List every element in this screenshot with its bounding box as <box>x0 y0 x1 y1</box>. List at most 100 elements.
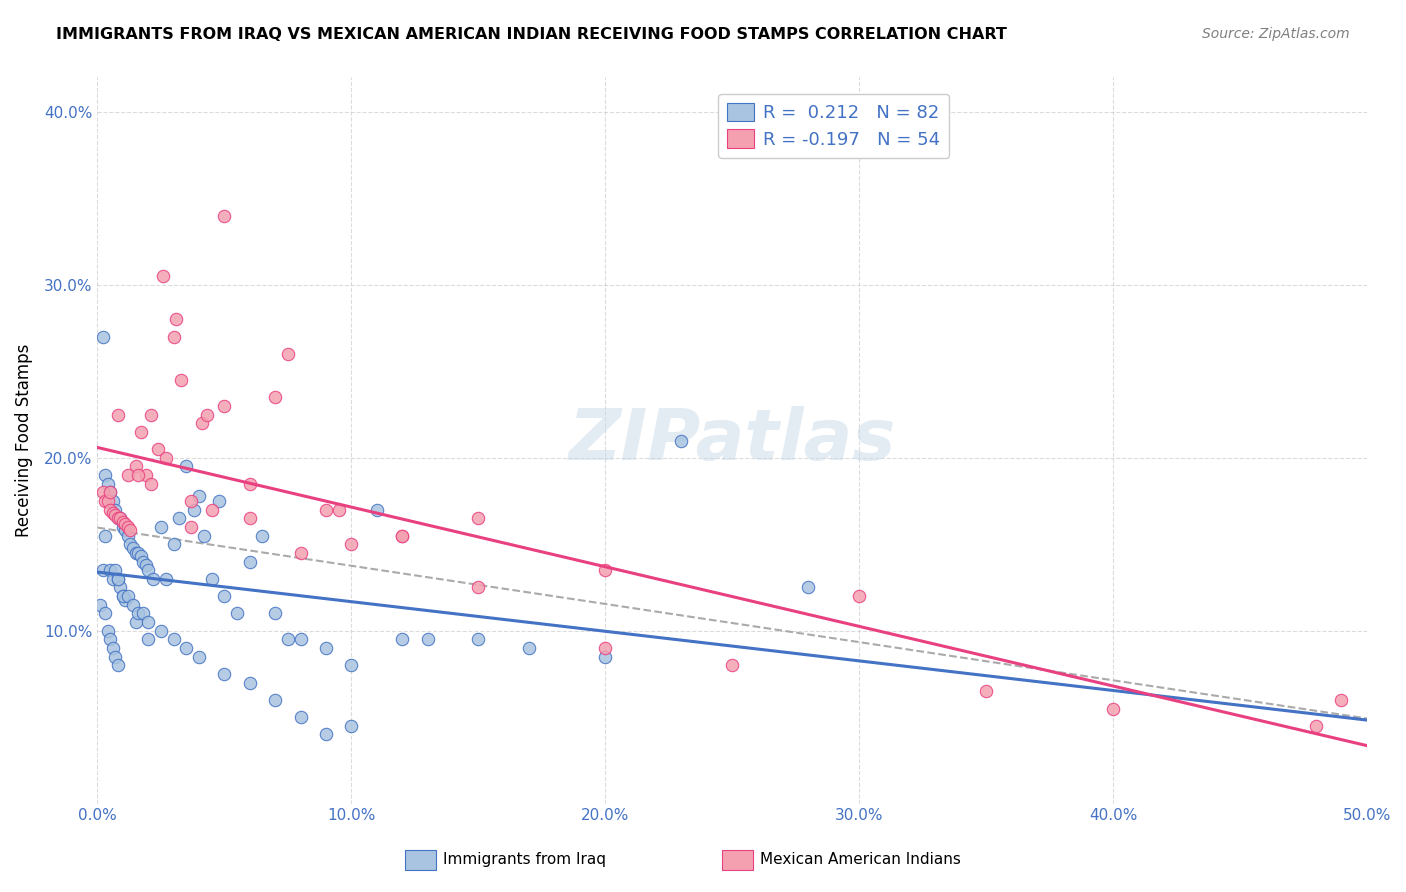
Point <box>97 476 120 491</box>
Point <box>110 511 132 525</box>
Text: Immigrants from Iraq: Immigrants from Iraq <box>443 853 606 867</box>
Point <box>416 632 439 647</box>
Point <box>467 632 489 647</box>
Point <box>91 485 114 500</box>
Point <box>142 572 165 586</box>
Point <box>98 563 121 577</box>
Point <box>593 640 616 655</box>
Point <box>797 581 820 595</box>
Point <box>107 658 129 673</box>
Point <box>974 684 997 698</box>
Point <box>111 520 134 534</box>
Point <box>671 434 693 448</box>
Point <box>239 476 262 491</box>
Point <box>101 506 124 520</box>
Point <box>190 416 212 430</box>
Point <box>136 563 159 577</box>
Point <box>89 598 111 612</box>
Point <box>124 546 146 560</box>
Point <box>107 572 129 586</box>
Point <box>391 528 413 542</box>
Point <box>135 558 157 572</box>
Point <box>264 607 287 621</box>
Point <box>114 592 136 607</box>
Point <box>391 632 413 647</box>
Point <box>114 516 136 531</box>
Y-axis label: Receiving Food Stamps: Receiving Food Stamps <box>15 343 32 537</box>
Point <box>91 330 114 344</box>
Point <box>122 541 145 555</box>
Point <box>155 450 177 465</box>
Point <box>593 563 616 577</box>
Point <box>94 607 117 621</box>
Point <box>149 624 172 638</box>
Point <box>124 615 146 629</box>
Point <box>136 615 159 629</box>
Point <box>277 347 299 361</box>
Point <box>201 572 224 586</box>
Point <box>214 589 236 603</box>
Point <box>107 572 129 586</box>
Point <box>117 520 139 534</box>
Point <box>1305 719 1327 733</box>
Point <box>120 537 142 551</box>
Point <box>104 502 127 516</box>
Point <box>91 563 114 577</box>
Point <box>155 572 177 586</box>
Point <box>114 524 136 538</box>
Point <box>111 515 134 529</box>
Point <box>94 528 117 542</box>
Point <box>139 476 162 491</box>
Point <box>201 502 224 516</box>
Point <box>340 658 363 673</box>
Point <box>366 502 388 516</box>
Point <box>193 528 215 542</box>
Point <box>848 589 870 603</box>
Point <box>139 408 162 422</box>
Point <box>127 468 149 483</box>
Point <box>391 528 413 542</box>
Point <box>517 640 540 655</box>
Point <box>107 408 129 422</box>
Point <box>183 502 205 516</box>
Point <box>98 632 121 647</box>
Point <box>340 537 363 551</box>
Point <box>1330 693 1353 707</box>
Point <box>122 598 145 612</box>
Point <box>120 524 142 538</box>
Point <box>208 494 231 508</box>
Point <box>264 390 287 404</box>
Point <box>176 640 198 655</box>
Point <box>176 459 198 474</box>
Point <box>107 511 129 525</box>
Legend: R =  0.212   N = 82, R = -0.197   N = 54: R = 0.212 N = 82, R = -0.197 N = 54 <box>718 94 949 158</box>
Point <box>290 632 312 647</box>
Point <box>195 408 218 422</box>
Point <box>214 399 236 413</box>
Point <box>162 632 184 647</box>
Point <box>101 572 124 586</box>
Point <box>111 589 134 603</box>
Point <box>467 581 489 595</box>
Point <box>290 546 312 560</box>
Point <box>467 511 489 525</box>
Point <box>239 675 262 690</box>
Point <box>129 425 152 439</box>
Point <box>117 589 139 603</box>
Point <box>135 468 157 483</box>
Point <box>188 649 211 664</box>
Point <box>148 442 170 457</box>
Point <box>180 494 202 508</box>
Point <box>214 209 236 223</box>
Point <box>94 494 117 508</box>
Point <box>107 511 129 525</box>
Point <box>117 468 139 483</box>
Point <box>188 489 211 503</box>
Point <box>315 502 337 516</box>
Point <box>132 607 155 621</box>
Point <box>290 710 312 724</box>
Point <box>167 511 190 525</box>
Text: ZIPatlas: ZIPatlas <box>568 406 896 475</box>
Point <box>162 330 184 344</box>
Point <box>110 581 132 595</box>
